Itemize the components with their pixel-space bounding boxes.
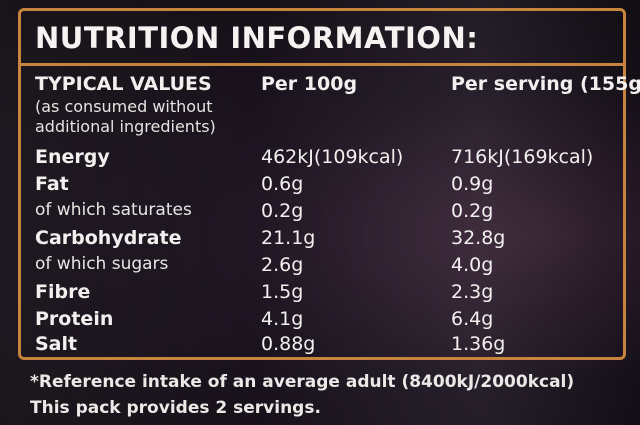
table-row: Energy 462kJ(109kcal) 716kJ(169kcal) (21, 146, 623, 172)
header-row: TYPICAL VALUES Per 100g Per serving (155… (21, 73, 640, 99)
header-note-line1: (as consumed without (35, 97, 213, 116)
row-per-100g: 4.1g (261, 308, 304, 330)
row-label: Protein (35, 308, 114, 330)
table-row: Fibre 1.5g 2.3g (21, 281, 623, 307)
servings-note: This pack provides 2 servings. (30, 398, 321, 418)
row-per-serving: 2.3g (451, 281, 494, 303)
reference-intake-note: *Reference intake of an average adult (8… (30, 372, 575, 392)
header-note-row: additional ingredients) (21, 117, 623, 143)
row-per-serving: 4.0g (451, 254, 494, 276)
row-per-serving: 1.36g (451, 333, 506, 355)
per-100g-header: Per 100g (261, 73, 358, 95)
row-label: Fibre (35, 281, 91, 303)
row-label: Energy (35, 146, 110, 168)
typical-values-header: TYPICAL VALUES (35, 73, 212, 95)
row-per-serving: 32.8g (451, 227, 506, 249)
row-per-serving: 716kJ(169kcal) (451, 146, 594, 168)
row-per-100g: 1.5g (261, 281, 304, 303)
table-row: of which saturates 0.2g 0.2g (21, 200, 623, 226)
header-note-line2: additional ingredients) (35, 117, 216, 136)
table-row: Protein 4.1g 6.4g (21, 308, 623, 334)
per-serving-header: Per serving (155g) (451, 73, 640, 95)
row-label: of which sugars (35, 254, 169, 274)
row-per-serving: 0.9g (451, 173, 494, 195)
row-per-100g: 0.2g (261, 200, 304, 222)
row-label: of which saturates (35, 200, 192, 220)
row-per-serving: 0.2g (451, 200, 494, 222)
row-per-100g: 0.88g (261, 333, 316, 355)
table-title: NUTRITION INFORMATION: (35, 21, 479, 55)
table-row: of which sugars 2.6g 4.0g (21, 254, 623, 280)
row-per-100g: 2.6g (261, 254, 304, 276)
title-divider (21, 63, 623, 66)
table-row: Salt 0.88g 1.36g (21, 333, 623, 359)
row-per-100g: 0.6g (261, 173, 304, 195)
table-row: Carbohydrate 21.1g 32.8g (21, 227, 623, 253)
row-per-100g: 21.1g (261, 227, 316, 249)
nutrition-table: NUTRITION INFORMATION: TYPICAL VALUES Pe… (18, 8, 640, 360)
table-row: Fat 0.6g 0.9g (21, 173, 623, 199)
row-label: Salt (35, 333, 78, 355)
row-per-serving: 6.4g (451, 308, 494, 330)
row-per-100g: 462kJ(109kcal) (261, 146, 404, 168)
row-label: Fat (35, 173, 69, 195)
header-note-row: (as consumed without (21, 97, 623, 123)
row-label: Carbohydrate (35, 227, 182, 249)
